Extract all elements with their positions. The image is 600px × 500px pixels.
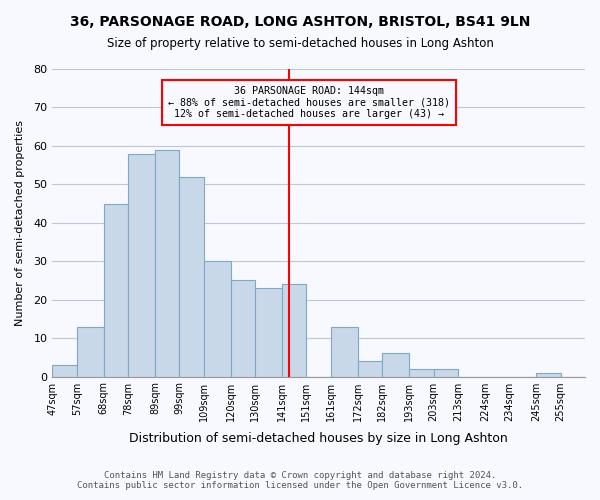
Bar [204,261,230,376]
Bar [382,354,409,376]
Bar [434,369,458,376]
Text: Contains HM Land Registry data © Crown copyright and database right 2024.
Contai: Contains HM Land Registry data © Crown c… [77,470,523,490]
Bar [155,150,179,376]
X-axis label: Distribution of semi-detached houses by size in Long Ashton: Distribution of semi-detached houses by … [129,432,508,445]
Bar [331,326,358,376]
Text: 36, PARSONAGE ROAD, LONG ASHTON, BRISTOL, BS41 9LN: 36, PARSONAGE ROAD, LONG ASHTON, BRISTOL… [70,15,530,29]
Bar [409,369,434,376]
Bar [536,372,560,376]
Bar [104,204,128,376]
Bar [358,361,382,376]
Bar [128,154,155,376]
Bar [230,280,255,376]
Bar [255,288,282,376]
Y-axis label: Number of semi-detached properties: Number of semi-detached properties [15,120,25,326]
Bar [77,326,104,376]
Text: 36 PARSONAGE ROAD: 144sqm
← 88% of semi-detached houses are smaller (318)
12% of: 36 PARSONAGE ROAD: 144sqm ← 88% of semi-… [168,86,450,120]
Bar [282,284,307,376]
Text: Size of property relative to semi-detached houses in Long Ashton: Size of property relative to semi-detach… [107,38,493,51]
Bar [179,176,204,376]
Bar [52,365,77,376]
